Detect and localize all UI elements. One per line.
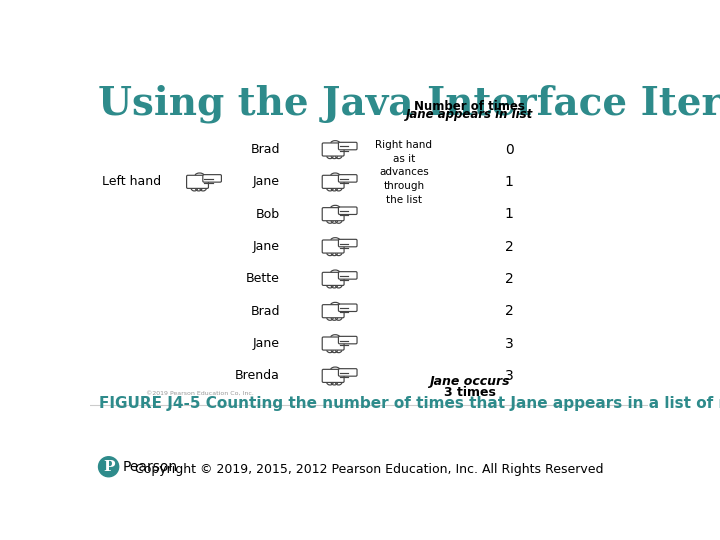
Text: 3 times: 3 times xyxy=(444,386,495,399)
Text: Using the Java Interface Iterator: Using the Java Interface Iterator xyxy=(98,84,720,123)
Text: Jane appears in list: Jane appears in list xyxy=(406,108,534,121)
FancyBboxPatch shape xyxy=(323,208,344,221)
Text: Jane: Jane xyxy=(253,337,280,350)
Text: 2: 2 xyxy=(505,304,513,318)
Text: FIGURE J4-5 Counting the number of times that Jane appears in a list of names: FIGURE J4-5 Counting the number of times… xyxy=(99,396,720,411)
FancyBboxPatch shape xyxy=(338,304,357,312)
Text: Brad: Brad xyxy=(251,143,280,156)
FancyBboxPatch shape xyxy=(338,272,357,279)
FancyBboxPatch shape xyxy=(338,239,357,247)
Text: ©2019 Pearson Education Co, Inc.: ©2019 Pearson Education Co, Inc. xyxy=(145,391,253,396)
FancyBboxPatch shape xyxy=(338,174,357,182)
FancyBboxPatch shape xyxy=(203,174,222,182)
Text: Right hand
as it
advances
through
the list: Right hand as it advances through the li… xyxy=(375,140,433,205)
Text: 3: 3 xyxy=(505,369,513,383)
Text: Brenda: Brenda xyxy=(235,369,280,382)
FancyBboxPatch shape xyxy=(323,176,344,188)
Text: Jane: Jane xyxy=(253,240,280,253)
Text: Jane: Jane xyxy=(253,176,280,188)
Text: 2: 2 xyxy=(505,240,513,253)
Text: Bette: Bette xyxy=(246,272,280,285)
Text: Brad: Brad xyxy=(251,305,280,318)
FancyBboxPatch shape xyxy=(186,176,209,188)
FancyBboxPatch shape xyxy=(338,143,357,150)
Text: 1: 1 xyxy=(505,207,513,221)
FancyBboxPatch shape xyxy=(323,369,344,382)
Text: 0: 0 xyxy=(505,143,513,157)
FancyBboxPatch shape xyxy=(323,305,344,318)
Text: Copyright © 2019, 2015, 2012 Pearson Education, Inc. All Rights Reserved: Copyright © 2019, 2015, 2012 Pearson Edu… xyxy=(135,463,603,476)
Text: 3: 3 xyxy=(505,336,513,350)
Text: Left hand: Left hand xyxy=(102,176,161,188)
Text: 1: 1 xyxy=(505,175,513,189)
FancyBboxPatch shape xyxy=(338,369,357,376)
Circle shape xyxy=(99,457,119,477)
FancyBboxPatch shape xyxy=(338,207,357,214)
Text: Jane occurs: Jane occurs xyxy=(429,375,510,388)
Text: P: P xyxy=(103,460,114,474)
FancyBboxPatch shape xyxy=(323,240,344,253)
Text: Pearson: Pearson xyxy=(122,460,178,474)
Text: Bob: Bob xyxy=(256,208,280,221)
FancyBboxPatch shape xyxy=(323,272,344,286)
Text: 2: 2 xyxy=(505,272,513,286)
Text: Number of times: Number of times xyxy=(414,100,525,113)
FancyBboxPatch shape xyxy=(323,143,344,156)
FancyBboxPatch shape xyxy=(323,337,344,350)
FancyBboxPatch shape xyxy=(338,336,357,344)
